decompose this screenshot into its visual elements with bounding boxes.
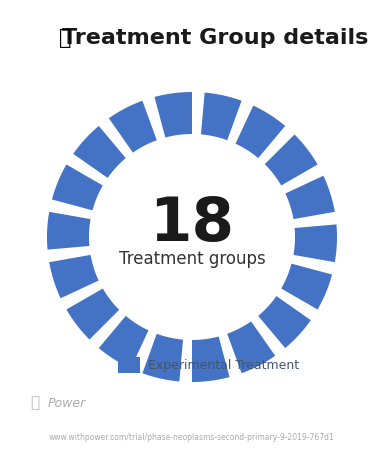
Polygon shape <box>281 264 332 310</box>
Polygon shape <box>235 106 285 158</box>
Text: ⏵: ⏵ <box>30 396 39 411</box>
Text: 👥: 👥 <box>59 28 71 48</box>
Text: Power: Power <box>48 397 86 410</box>
Polygon shape <box>49 255 99 298</box>
Text: Experimental Treatment: Experimental Treatment <box>148 359 299 372</box>
Polygon shape <box>142 334 183 381</box>
Polygon shape <box>52 165 103 210</box>
Polygon shape <box>293 224 337 262</box>
Polygon shape <box>192 337 230 382</box>
Text: Treatment groups: Treatment groups <box>119 250 265 268</box>
Polygon shape <box>47 212 91 250</box>
Polygon shape <box>201 93 242 140</box>
Polygon shape <box>265 134 318 186</box>
Polygon shape <box>285 176 335 219</box>
Polygon shape <box>154 92 192 138</box>
Text: www.withpower.com/trial/phase-neoplasms-second-primary-9-2019-767d1: www.withpower.com/trial/phase-neoplasms-… <box>49 432 335 441</box>
Polygon shape <box>227 321 275 373</box>
Polygon shape <box>66 288 119 339</box>
FancyBboxPatch shape <box>118 357 140 373</box>
Polygon shape <box>73 126 126 178</box>
Polygon shape <box>109 101 157 153</box>
Polygon shape <box>258 296 311 348</box>
Polygon shape <box>99 316 149 368</box>
Text: Treatment Group details: Treatment Group details <box>62 28 368 48</box>
Text: 18: 18 <box>149 195 235 254</box>
